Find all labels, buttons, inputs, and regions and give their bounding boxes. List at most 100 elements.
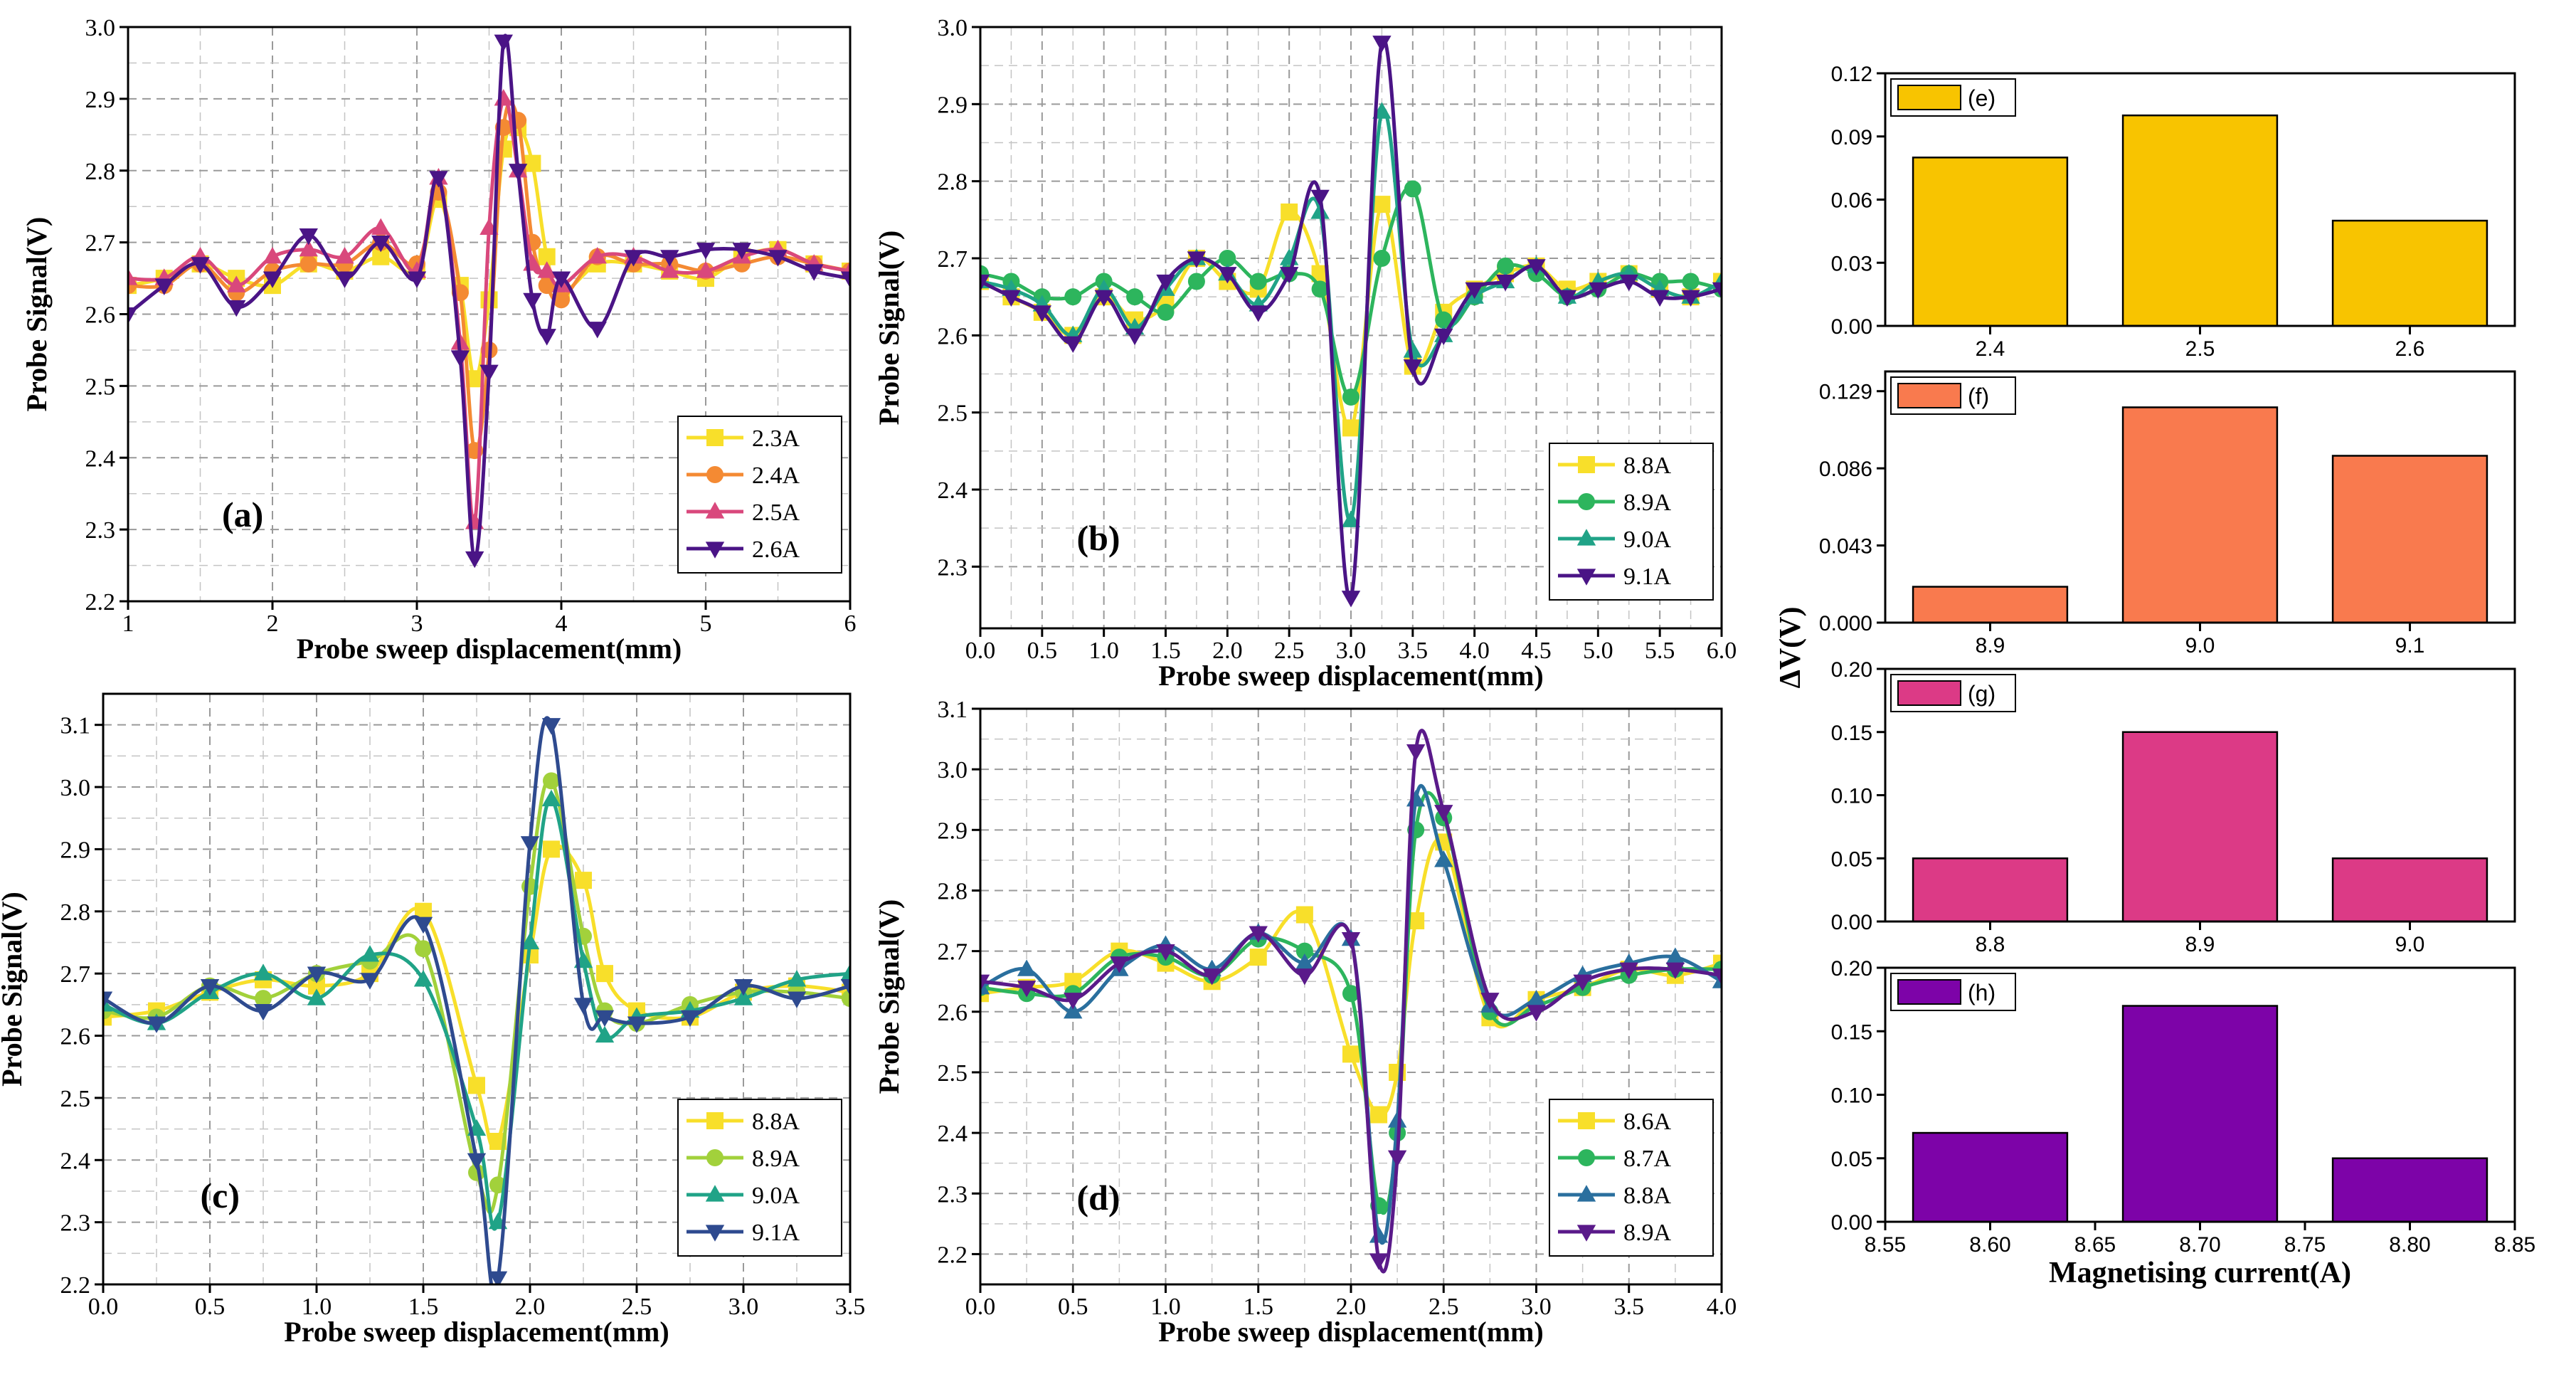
x-tick-label: 9.0 — [2185, 634, 2215, 657]
data-point-8.8A — [468, 1077, 485, 1094]
x-tick-label: 2.0 — [1212, 638, 1243, 664]
legend-label: 2.3A — [752, 426, 800, 452]
data-point-9.1A — [733, 979, 753, 996]
y-tick-label: 0.15 — [1831, 1020, 1872, 1044]
data-point-9.1A — [1218, 267, 1237, 284]
y-tick-label: 2.8 — [938, 169, 968, 196]
panel-label: (f) — [1968, 384, 1989, 409]
plot-frame — [102, 692, 852, 1286]
x-tick-label: 3 — [411, 611, 423, 637]
data-point-8.9A — [1156, 944, 1175, 961]
data-point-2.6A — [154, 278, 174, 295]
x-tick-label: 3.5 — [1398, 638, 1429, 664]
data-point-8.9A — [1126, 288, 1144, 306]
legend-label: 8.8A — [1623, 1183, 1672, 1209]
legend-box — [677, 1099, 842, 1257]
data-point-8.9A — [1406, 744, 1426, 761]
y-tick-label: 2.5 — [938, 1060, 968, 1087]
x-axis-label: Probe sweep displacement(mm) — [1158, 1316, 1543, 1348]
data-point-8.9A — [1295, 968, 1315, 986]
data-point-9.1A — [1187, 251, 1207, 268]
x-tick-label: 8.80 — [2389, 1233, 2430, 1257]
data-point-9.0A — [541, 789, 561, 807]
legend-label: 9.0A — [752, 1183, 800, 1209]
x-tick-label: 5.5 — [1645, 638, 1675, 664]
x-tick-label: 1.0 — [1150, 1294, 1181, 1320]
y-tick-label: 2.5 — [85, 374, 116, 400]
bar — [2331, 1157, 2488, 1223]
data-point-2.4A — [300, 255, 317, 273]
y-tick-label: 0.09 — [1831, 126, 1872, 149]
data-point-9.1A — [627, 1016, 647, 1033]
data-point-9.1A — [253, 1003, 273, 1021]
data-point-9.1A — [1527, 259, 1546, 276]
data-point-9.0A — [520, 932, 540, 950]
x-axis-label: Probe sweep displacement(mm) — [284, 1316, 669, 1348]
y-tick-label: 2.8 — [938, 878, 968, 904]
y-tick-label: 0.20 — [1831, 957, 1872, 981]
y-tick-label: 0.10 — [1831, 785, 1872, 808]
legend-label: 8.8A — [1623, 453, 1672, 479]
legend: 8.8A 8.9A 9.0A 9.1A — [677, 1099, 842, 1257]
x-tick-label: 4.5 — [1521, 638, 1552, 664]
y-tick-label: 0.00 — [1831, 315, 1872, 339]
data-point-2.6A — [696, 243, 716, 260]
legend-marker — [1578, 1112, 1595, 1129]
legend-marker — [1578, 456, 1595, 473]
x-tick-label: 3.0 — [1521, 1294, 1552, 1320]
data-point-8.8A — [1665, 947, 1685, 964]
data-point-8.9A — [1712, 968, 1722, 986]
bar — [2121, 114, 2279, 327]
bar — [2121, 406, 2279, 624]
data-point-8.9A — [255, 990, 272, 1008]
x-tick-label: 8.70 — [2179, 1233, 2220, 1257]
data-point-2.6A — [588, 322, 607, 339]
y-tick-label: 0.20 — [1831, 658, 1872, 682]
data-point-9.1A — [595, 1010, 615, 1028]
panel-label: (e) — [1968, 85, 1995, 111]
data-point-8.6A — [1342, 1045, 1359, 1063]
x-tick-label: 8.55 — [1865, 1233, 1906, 1257]
y-tick-label: 2.6 — [85, 302, 116, 329]
x-tick-label: 2.4 — [1976, 337, 2005, 361]
y-axis-label: Probe Signal(V) — [873, 899, 905, 1094]
panel-label: (g) — [1968, 681, 1995, 707]
data-point-2.3A — [524, 154, 541, 172]
data-point-9.1A — [1372, 36, 1392, 53]
data-point-8.6A — [1295, 906, 1313, 924]
data-point-9.1A — [200, 979, 220, 996]
data-point-8.6A — [1370, 1106, 1388, 1124]
x-tick-label: 1.5 — [1150, 638, 1181, 664]
legend-marker — [1578, 1149, 1595, 1166]
data-point-9.1A — [103, 991, 113, 1008]
data-point-9.1A — [1589, 282, 1608, 300]
data-point-2.3A — [372, 248, 390, 265]
data-point-9.1A — [1310, 189, 1330, 207]
data-point-8.9A — [1342, 389, 1359, 406]
data-point-9.1A — [1125, 328, 1145, 346]
data-point-9.1A — [1156, 274, 1175, 292]
x-tick-label: 5.0 — [1583, 638, 1613, 664]
legend-marker — [706, 466, 723, 483]
x-tick-label: 2.0 — [1336, 1294, 1367, 1320]
line-panel-a: 1 2 3 4 5 6 2.2 2.3 2.4 2.5 2.6 2.7 2.8 2.9 3.0 Probe s… — [21, 15, 857, 665]
data-point-2.3A — [480, 291, 498, 309]
y-tick-label: 2.6 — [60, 1024, 91, 1050]
data-point-8.8A — [596, 965, 613, 983]
x-tick-label: 0.5 — [1027, 638, 1058, 664]
data-point-8.9A — [1110, 956, 1129, 973]
data-point-2.5A — [660, 261, 679, 278]
data-point-8.8A — [575, 872, 592, 889]
y-tick-label: 0.00 — [1831, 911, 1872, 934]
legend-label: 2.5A — [752, 500, 800, 526]
y-tick-label: 2.9 — [60, 837, 91, 863]
legend-box — [1549, 443, 1714, 601]
legend-marker — [1576, 529, 1596, 546]
x-tick-label: 3.0 — [728, 1294, 759, 1320]
legend-box — [677, 416, 842, 574]
x-tick-label: 8.8 — [1976, 933, 2005, 956]
legend-marker — [1576, 1225, 1596, 1242]
data-point-8.8A — [543, 840, 560, 858]
data-point-8.8A — [1434, 850, 1453, 867]
